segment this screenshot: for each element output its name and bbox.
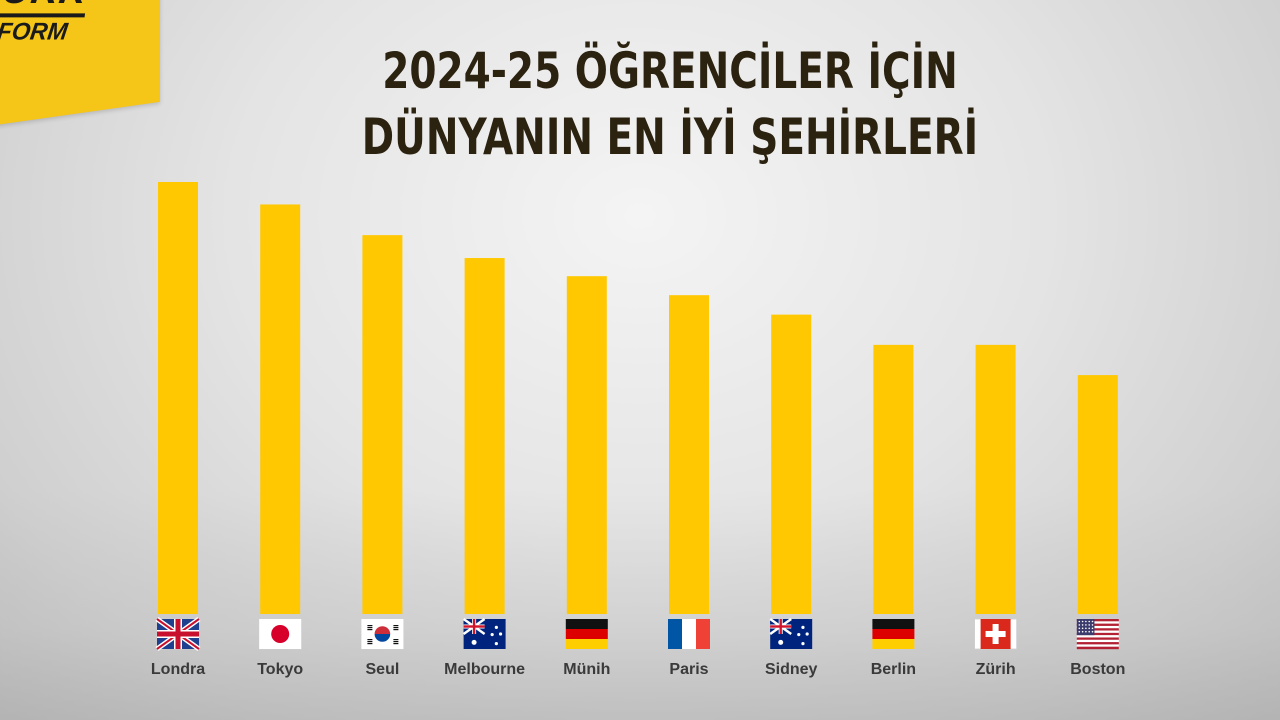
bar-sidney xyxy=(771,314,812,614)
bar-londra xyxy=(158,182,198,614)
category-label: Sidney xyxy=(765,661,818,678)
category-label: Paris xyxy=(669,661,708,678)
australia-flag-icon xyxy=(462,617,507,650)
bar-zürih xyxy=(975,344,1016,614)
switzerland-flag-icon xyxy=(974,618,1017,650)
bar-melbourne xyxy=(464,258,505,614)
category-label: Münih xyxy=(563,661,610,678)
bar-seul xyxy=(362,235,403,615)
uk-flag-icon xyxy=(155,616,201,652)
chart-title-line-1: 2024-25 ÖĞRENCİLER İÇİN xyxy=(382,42,958,100)
category-label: Tokyo xyxy=(257,661,303,678)
chart-title-line-2: DÜNYANIN EN İYİ ŞEHİRLERİ xyxy=(361,108,979,166)
background-floor xyxy=(0,490,1280,720)
category-label: Seul xyxy=(366,661,400,678)
germany-flag-icon xyxy=(565,618,609,650)
category-label: Boston xyxy=(1070,661,1125,678)
france-flag-icon xyxy=(667,618,711,650)
bar-paris xyxy=(669,295,709,614)
category-label: Londra xyxy=(151,661,205,678)
chart-title: 2024-25 ÖĞRENCİLER İÇİN DÜNYANIN EN İYİ … xyxy=(350,38,990,170)
germany-flag-icon xyxy=(872,618,915,650)
bar-münih xyxy=(566,276,607,614)
category-label: Zürih xyxy=(976,661,1016,678)
bar-berlin xyxy=(873,344,914,614)
category-label: Berlin xyxy=(871,661,916,678)
australia-flag-icon xyxy=(769,617,813,650)
bar-boston xyxy=(1077,375,1118,614)
korea-flag-icon xyxy=(360,618,404,650)
bar-tokyo xyxy=(260,204,301,615)
usa-flag-icon xyxy=(1076,618,1120,650)
category-label: Melbourne xyxy=(444,661,525,678)
japan-flag-icon xyxy=(258,618,302,650)
